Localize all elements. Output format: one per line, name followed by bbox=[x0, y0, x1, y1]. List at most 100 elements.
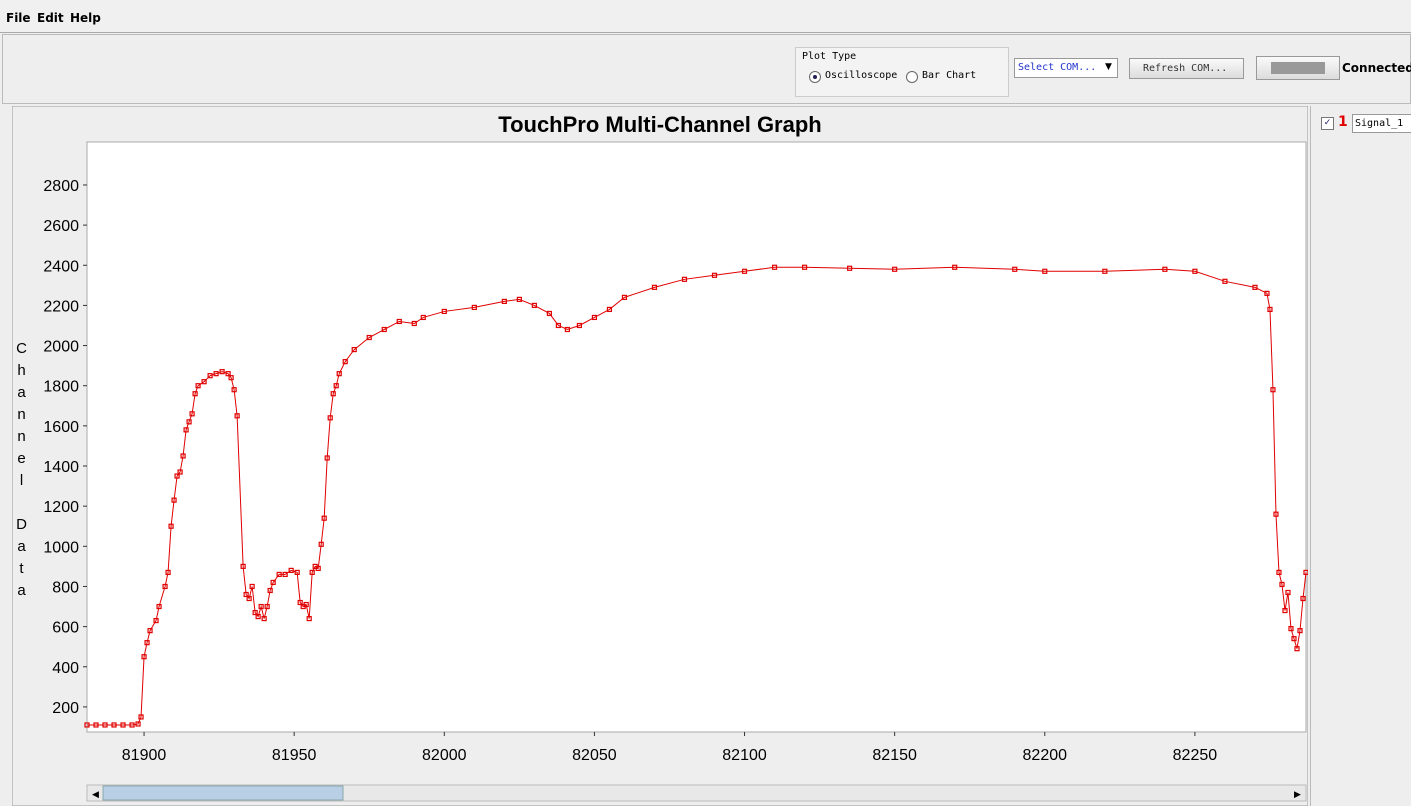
data-point bbox=[267, 587, 273, 594]
data-point bbox=[294, 569, 300, 576]
data-point bbox=[228, 375, 234, 381]
data-point bbox=[342, 359, 348, 365]
data-point bbox=[201, 379, 207, 385]
data-point bbox=[366, 334, 372, 341]
data-point bbox=[576, 322, 583, 329]
data-point bbox=[351, 346, 357, 353]
x-tick-label: 81950 bbox=[272, 747, 317, 764]
data-point bbox=[282, 571, 288, 578]
data-point bbox=[516, 296, 522, 302]
data-point bbox=[555, 322, 561, 329]
data-point bbox=[315, 565, 321, 571]
radio-label: Bar Chart bbox=[922, 70, 977, 81]
scroll-thumb[interactable] bbox=[102, 785, 344, 801]
data-point bbox=[1300, 595, 1306, 602]
x-tick-label: 82050 bbox=[572, 747, 617, 764]
data-point bbox=[129, 722, 135, 728]
data-point bbox=[144, 640, 150, 646]
data-point bbox=[162, 583, 168, 590]
y-tick-label: 200 bbox=[52, 700, 79, 717]
refresh-button[interactable]: Refresh COM... bbox=[1129, 58, 1244, 79]
data-point bbox=[246, 595, 252, 602]
data-point bbox=[297, 599, 303, 606]
data-point bbox=[153, 617, 159, 624]
data-point bbox=[192, 391, 198, 397]
data-point bbox=[270, 579, 276, 586]
data-point bbox=[1288, 626, 1294, 632]
data-point bbox=[420, 314, 426, 321]
data-point bbox=[120, 722, 126, 728]
data-point bbox=[681, 276, 688, 282]
y-tick-label: 400 bbox=[52, 660, 79, 677]
menu-file[interactable]: File bbox=[6, 11, 31, 25]
data-point bbox=[892, 266, 898, 272]
data-point bbox=[324, 455, 330, 461]
usb-button[interactable] bbox=[1256, 56, 1340, 80]
x-tick-label: 82150 bbox=[872, 747, 917, 764]
data-point bbox=[111, 722, 117, 728]
y-tick-label: 2600 bbox=[43, 218, 79, 235]
x-tick-label: 82100 bbox=[722, 747, 767, 764]
status: Connected bbox=[1342, 61, 1411, 75]
data-point bbox=[1102, 268, 1108, 274]
y-tick-label: 1400 bbox=[43, 459, 79, 476]
radio-selected[interactable] bbox=[809, 71, 821, 83]
data-point bbox=[441, 308, 447, 315]
dropdown-arrow: ▼ bbox=[1105, 62, 1112, 72]
data-point bbox=[219, 369, 225, 375]
data-point bbox=[156, 603, 162, 610]
data-point bbox=[147, 628, 153, 634]
data-point bbox=[138, 714, 144, 720]
menu-help[interactable]: Help bbox=[70, 11, 101, 25]
data-point bbox=[231, 387, 237, 393]
radio[interactable] bbox=[906, 71, 918, 83]
data-point bbox=[711, 272, 718, 278]
y-tick-label: 800 bbox=[52, 579, 79, 596]
data-point bbox=[411, 320, 417, 327]
refresh-text: Refresh COM... bbox=[1143, 63, 1228, 74]
data-point bbox=[651, 284, 658, 290]
com-select-text: Select COM... bbox=[1018, 62, 1097, 73]
data-point bbox=[1294, 646, 1300, 652]
data-point bbox=[1303, 569, 1308, 576]
com-select[interactable]: Select COM... ▼ bbox=[1014, 58, 1118, 78]
data-point bbox=[1270, 387, 1276, 393]
data-point bbox=[1042, 268, 1048, 274]
data-point bbox=[255, 613, 261, 620]
scroll-left[interactable]: ◀ bbox=[92, 789, 99, 799]
channel-checkbox[interactable]: ✓ bbox=[1321, 117, 1334, 130]
data-point bbox=[225, 371, 231, 377]
y-tick-label: 2000 bbox=[43, 339, 79, 356]
data-point bbox=[177, 469, 183, 475]
y-tick-label: 2400 bbox=[43, 258, 79, 275]
data-point bbox=[591, 314, 598, 321]
data-point bbox=[84, 722, 90, 728]
data-point bbox=[546, 310, 552, 317]
data-point bbox=[471, 304, 477, 311]
chart-panel: TouchPro Multi-Channel Graph 200 400 600 80… bbox=[12, 106, 1308, 806]
data-point bbox=[180, 453, 186, 459]
data-point bbox=[141, 654, 147, 660]
data-point bbox=[168, 523, 174, 529]
data-point bbox=[183, 427, 189, 433]
y-tick-label: 1800 bbox=[43, 379, 79, 396]
data-point bbox=[501, 298, 507, 304]
x-tick-label: 82000 bbox=[422, 747, 467, 764]
data-point bbox=[1282, 607, 1288, 614]
data-point bbox=[606, 306, 613, 313]
data-point bbox=[240, 563, 246, 569]
data-point bbox=[252, 609, 258, 616]
scrollbar[interactable] bbox=[86, 784, 1307, 802]
channel-name-field[interactable]: Signal_1 bbox=[1352, 114, 1411, 133]
data-point bbox=[381, 326, 387, 333]
group-label: Plot Type bbox=[802, 51, 857, 62]
y-tick-label: 1000 bbox=[43, 539, 79, 556]
data-point bbox=[1291, 636, 1297, 642]
y-tick-label: 600 bbox=[52, 620, 79, 637]
scroll-right[interactable]: ▶ bbox=[1294, 789, 1301, 799]
data-point bbox=[174, 473, 180, 479]
menu-edit[interactable]: Edit bbox=[37, 11, 64, 25]
y-tick-label: 1600 bbox=[43, 419, 79, 436]
data-point bbox=[1297, 628, 1303, 634]
